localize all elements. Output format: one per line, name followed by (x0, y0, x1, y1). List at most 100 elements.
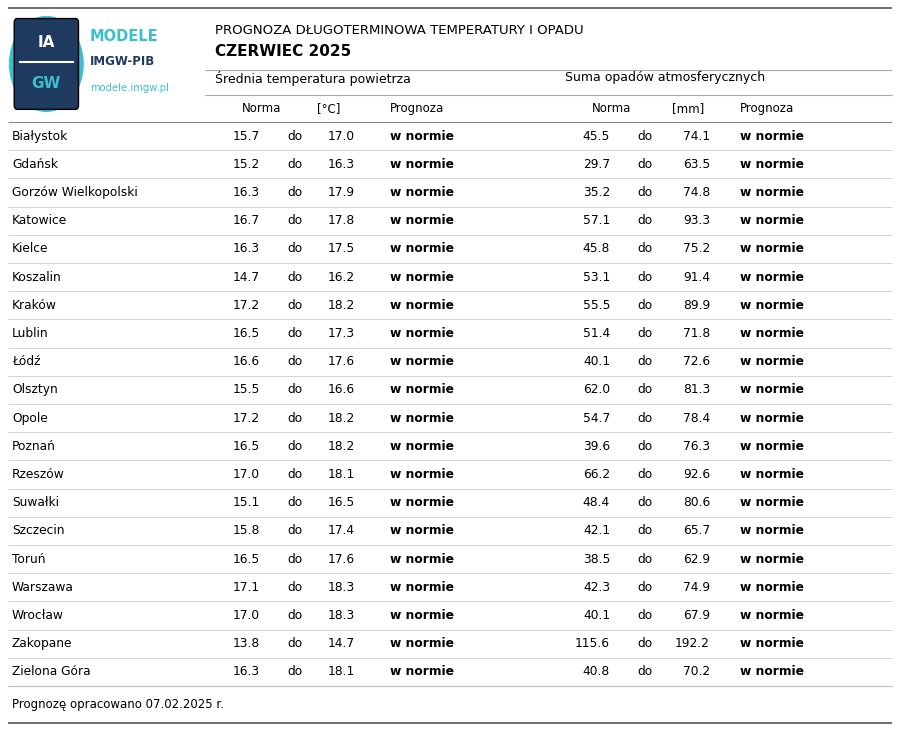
Text: w normie: w normie (740, 355, 804, 368)
Text: 40.1: 40.1 (583, 355, 610, 368)
Text: do: do (287, 524, 302, 537)
Text: 93.3: 93.3 (683, 214, 710, 227)
Text: 14.7: 14.7 (233, 270, 260, 284)
Text: 89.9: 89.9 (683, 299, 710, 312)
Text: w normie: w normie (390, 243, 454, 255)
Text: do: do (637, 412, 652, 425)
Text: w normie: w normie (740, 383, 804, 396)
Text: w normie: w normie (390, 412, 454, 425)
Text: do: do (287, 129, 302, 143)
Text: GW: GW (32, 76, 61, 91)
Text: do: do (637, 243, 652, 255)
Text: do: do (287, 270, 302, 284)
Text: do: do (637, 637, 652, 650)
Text: do: do (637, 186, 652, 199)
Text: do: do (287, 468, 302, 481)
Text: do: do (637, 129, 652, 143)
Text: Opole: Opole (12, 412, 48, 425)
Text: do: do (637, 468, 652, 481)
Text: Olsztyn: Olsztyn (12, 383, 58, 396)
Text: 55.5: 55.5 (582, 299, 610, 312)
Text: w normie: w normie (740, 412, 804, 425)
Text: do: do (287, 440, 302, 452)
Text: Koszalin: Koszalin (12, 270, 62, 284)
Text: 17.1: 17.1 (233, 581, 260, 594)
Text: 15.2: 15.2 (233, 158, 260, 171)
Text: 15.8: 15.8 (232, 524, 260, 537)
Text: do: do (637, 440, 652, 452)
Text: 14.7: 14.7 (328, 637, 355, 650)
Text: 16.2: 16.2 (328, 270, 355, 284)
Text: w normie: w normie (390, 553, 454, 566)
Text: Średnia temperatura powietrza: Średnia temperatura powietrza (215, 70, 411, 86)
Text: w normie: w normie (740, 158, 804, 171)
Text: do: do (287, 609, 302, 622)
Text: w normie: w normie (390, 665, 454, 678)
Text: 74.1: 74.1 (683, 129, 710, 143)
Text: w normie: w normie (740, 637, 804, 650)
Text: [°C]: [°C] (317, 102, 340, 115)
Text: 17.6: 17.6 (328, 355, 355, 368)
Text: w normie: w normie (740, 270, 804, 284)
Text: do: do (287, 299, 302, 312)
Text: Gorzów Wielkopolski: Gorzów Wielkopolski (12, 186, 138, 199)
Text: Toruń: Toruń (12, 553, 46, 566)
Text: 65.7: 65.7 (683, 524, 710, 537)
Text: do: do (637, 299, 652, 312)
Text: 16.6: 16.6 (233, 355, 260, 368)
FancyBboxPatch shape (14, 18, 78, 110)
Text: IMGW-PIB: IMGW-PIB (90, 56, 155, 69)
Text: w normie: w normie (740, 581, 804, 594)
Text: do: do (637, 524, 652, 537)
Text: 17.3: 17.3 (328, 327, 355, 340)
Text: 51.4: 51.4 (583, 327, 610, 340)
Text: do: do (637, 581, 652, 594)
Text: IA: IA (38, 35, 55, 50)
Text: do: do (287, 581, 302, 594)
Text: do: do (637, 158, 652, 171)
Text: 70.2: 70.2 (683, 665, 710, 678)
Text: w normie: w normie (390, 158, 454, 171)
Text: Szczecin: Szczecin (12, 524, 65, 537)
Text: 40.1: 40.1 (583, 609, 610, 622)
Text: 15.1: 15.1 (233, 496, 260, 510)
Text: w normie: w normie (390, 524, 454, 537)
Text: w normie: w normie (740, 496, 804, 510)
Text: w normie: w normie (390, 270, 454, 284)
Text: 74.8: 74.8 (683, 186, 710, 199)
Text: 16.3: 16.3 (233, 665, 260, 678)
Text: 18.2: 18.2 (328, 299, 355, 312)
Text: Kielce: Kielce (12, 243, 49, 255)
Text: do: do (637, 609, 652, 622)
Text: w normie: w normie (740, 243, 804, 255)
Text: 16.5: 16.5 (233, 440, 260, 452)
Text: do: do (637, 496, 652, 510)
Text: Warszawa: Warszawa (12, 581, 74, 594)
Text: 80.6: 80.6 (683, 496, 710, 510)
Text: w normie: w normie (390, 581, 454, 594)
Text: 29.7: 29.7 (583, 158, 610, 171)
Text: w normie: w normie (740, 609, 804, 622)
Text: do: do (637, 665, 652, 678)
Text: Zielona Góra: Zielona Góra (12, 665, 91, 678)
Text: do: do (637, 355, 652, 368)
Text: w normie: w normie (740, 299, 804, 312)
Text: 15.5: 15.5 (232, 383, 260, 396)
Text: 16.3: 16.3 (233, 186, 260, 199)
Text: 42.1: 42.1 (583, 524, 610, 537)
Text: 76.3: 76.3 (683, 440, 710, 452)
Text: 13.8: 13.8 (233, 637, 260, 650)
Text: 35.2: 35.2 (583, 186, 610, 199)
Text: 66.2: 66.2 (583, 468, 610, 481)
Text: 16.7: 16.7 (233, 214, 260, 227)
Text: do: do (287, 637, 302, 650)
Text: w normie: w normie (390, 383, 454, 396)
Text: do: do (287, 355, 302, 368)
Text: 16.3: 16.3 (233, 243, 260, 255)
Text: 92.6: 92.6 (683, 468, 710, 481)
Text: 63.5: 63.5 (683, 158, 710, 171)
Text: PROGNOZA DŁUGOTERMINOWA TEMPERATURY I OPADU: PROGNOZA DŁUGOTERMINOWA TEMPERATURY I OP… (215, 23, 583, 37)
Text: Suma opadów atmosferycznych: Suma opadów atmosferycznych (565, 72, 765, 85)
Text: CZERWIEC 2025: CZERWIEC 2025 (215, 45, 351, 59)
Text: 115.6: 115.6 (575, 637, 610, 650)
